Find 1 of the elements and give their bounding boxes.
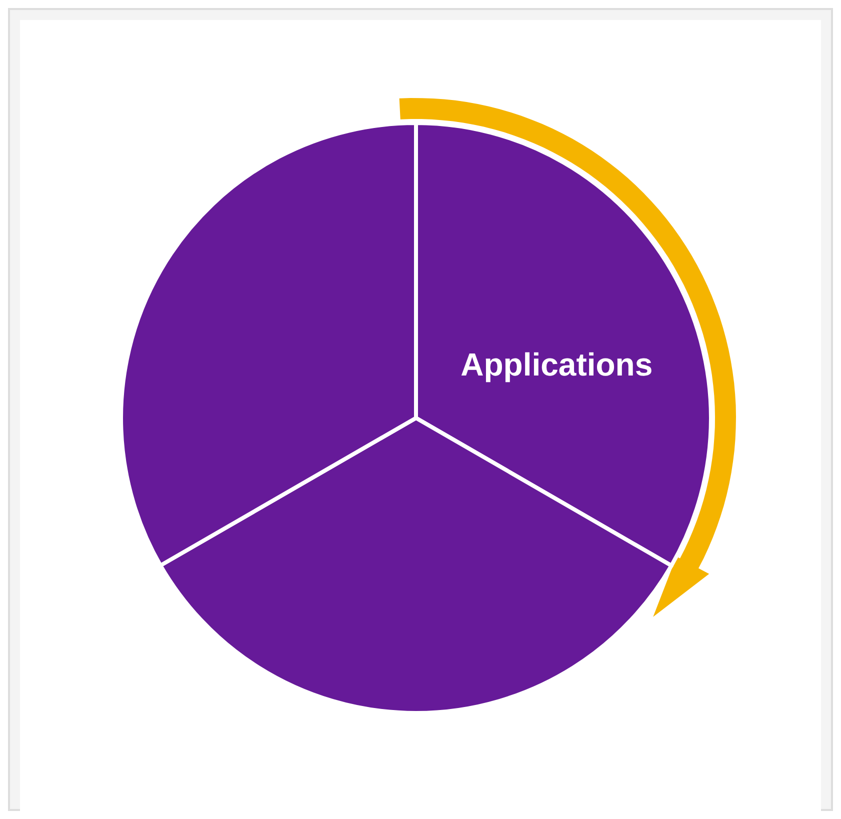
slice-label: Applications <box>460 346 653 383</box>
